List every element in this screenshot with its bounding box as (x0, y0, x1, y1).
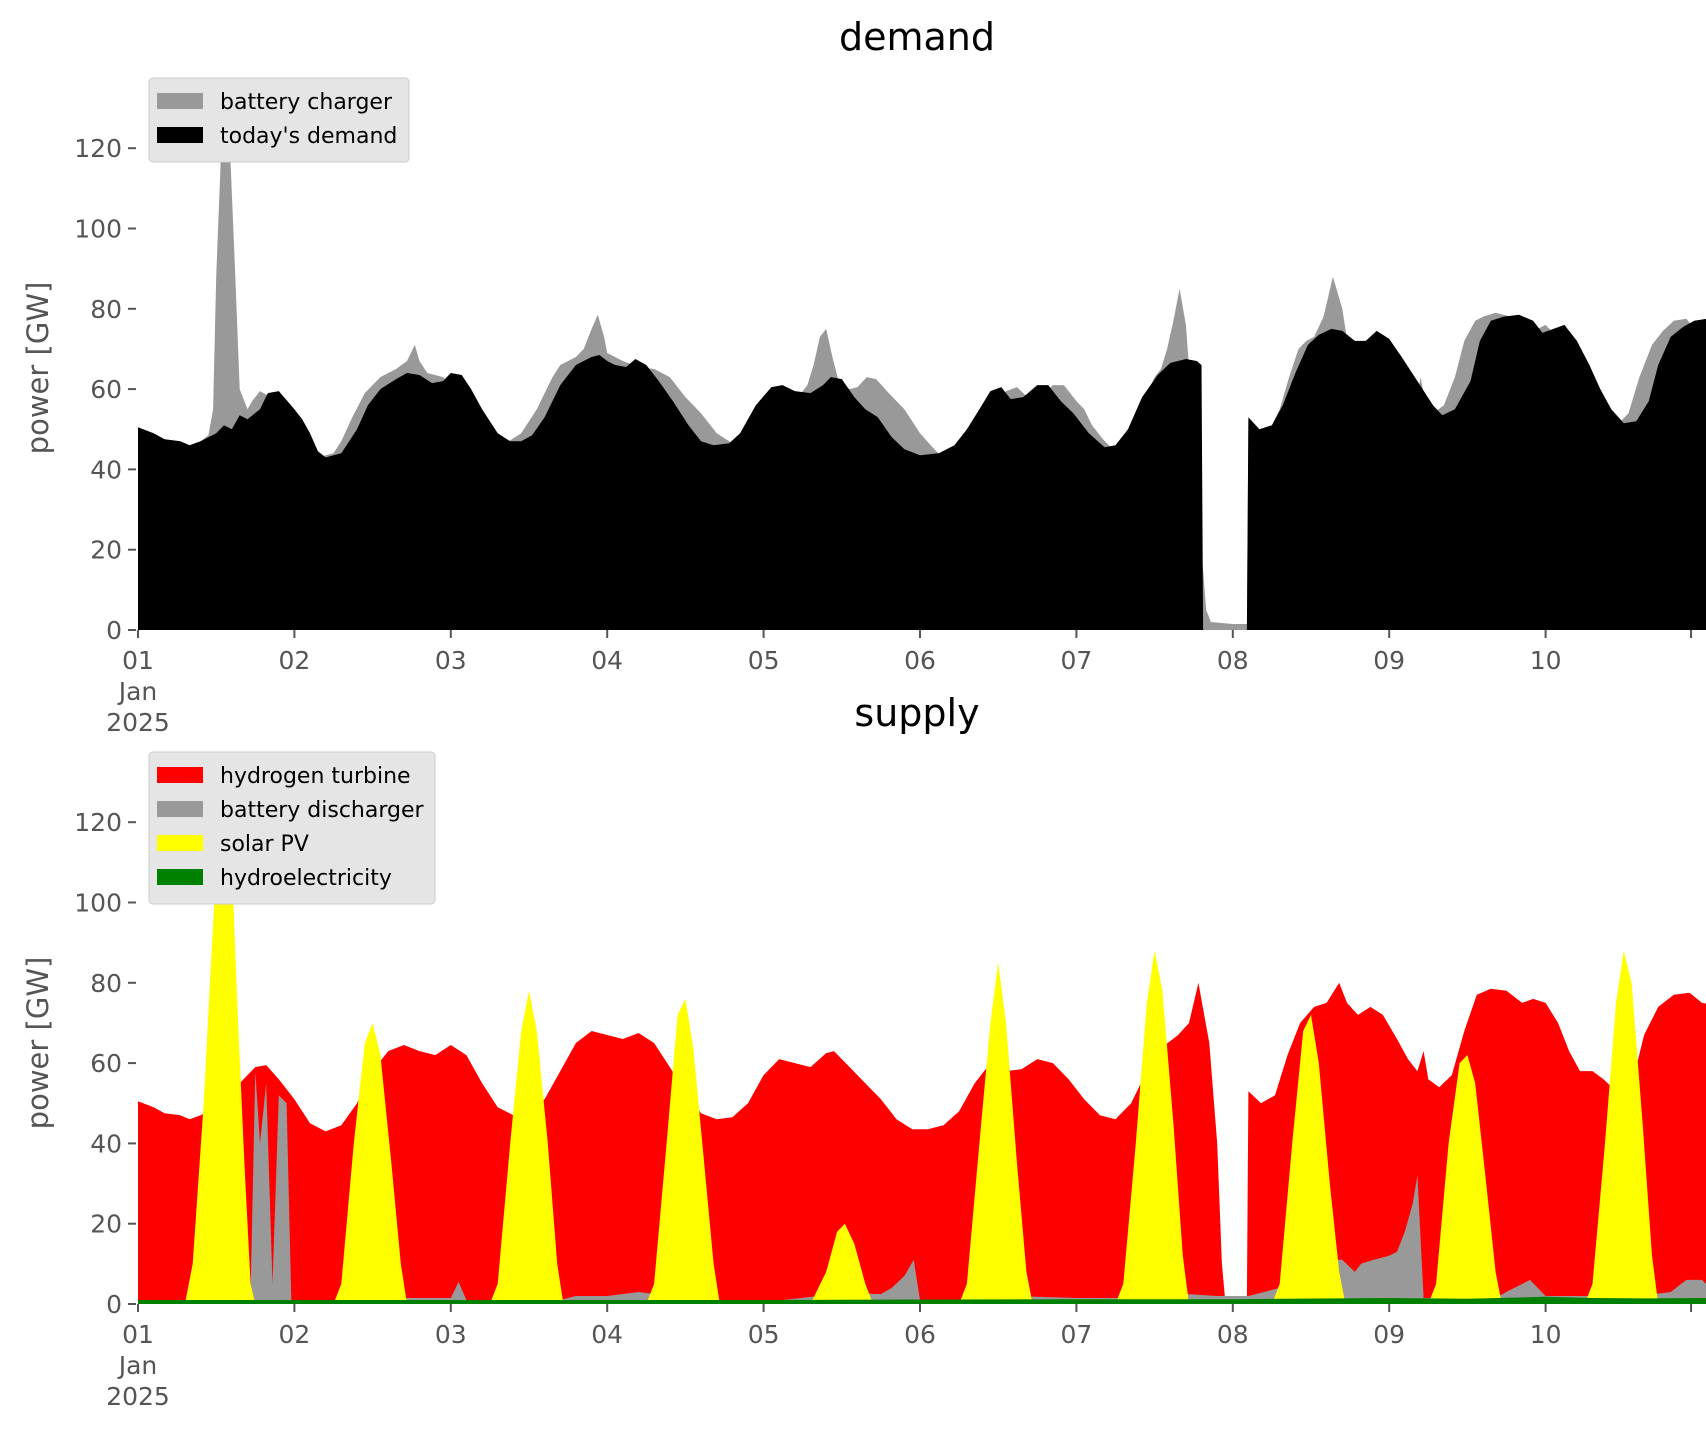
y-tick-label: 100 (74, 215, 122, 244)
legend-box (148, 77, 410, 163)
x-tick-label: 08 (1217, 646, 1249, 675)
legend-swatch (157, 869, 203, 885)
legend-label: battery discharger (220, 798, 425, 823)
y-axis-label: power [GW] (21, 282, 55, 455)
legend-label: today's demand (220, 124, 397, 149)
legend: hydrogen turbine battery discharger solar … (148, 751, 436, 905)
legend-swatch (157, 835, 203, 851)
y-tick-label: 100 (74, 889, 122, 918)
legend-label: hydrogen turbine (220, 764, 411, 789)
x-tick-label: 03 (435, 1320, 467, 1349)
x-tick-sublabel: Jan (117, 1351, 158, 1380)
legend-swatch (157, 801, 203, 817)
plot-area (138, 782, 1706, 1304)
x-tick-label: 03 (435, 646, 467, 675)
y-tick-label: 80 (90, 295, 122, 324)
y-tick-label: 40 (90, 455, 122, 484)
y-tick-label: 120 (74, 808, 122, 837)
x-tick-label: 10 (1530, 646, 1562, 675)
series-area-hydroelectricity (138, 1296, 1706, 1304)
x-tick-sublabel: Jan (117, 677, 158, 706)
x-tick-label: 09 (1373, 1320, 1405, 1349)
legend-label: battery charger (220, 90, 393, 115)
y-tick-label: 60 (90, 375, 122, 404)
x-tick-label: 07 (1060, 1320, 1092, 1349)
x-tick-label: 02 (278, 646, 310, 675)
x-tick-label: 01 (122, 646, 154, 675)
series-area-solar-pv (138, 782, 1706, 1304)
legend-swatch (157, 93, 203, 109)
y-tick-label: 0 (106, 1290, 122, 1319)
axes: 0 20 40 60 80 100 120 01 02 03 04 05 06 07 08 09 10 Jan20… (74, 808, 1693, 1411)
x-tick-sublabel: 2025 (106, 708, 170, 737)
legend-box (148, 751, 436, 905)
y-tick-label: 120 (74, 134, 122, 163)
legend-label: solar PV (220, 832, 309, 857)
x-tick-label: 08 (1217, 1320, 1249, 1349)
x-tick-label: 01 (122, 1320, 154, 1349)
legend-label: hydroelectricity (220, 866, 392, 891)
x-tick-label: 09 (1373, 646, 1405, 675)
x-tick-label: 07 (1060, 646, 1092, 675)
x-tick-label: 10 (1530, 1320, 1562, 1349)
x-tick-label: 05 (748, 646, 780, 675)
legend: battery charger today's demand (148, 77, 410, 163)
y-tick-label: 0 (106, 616, 122, 645)
series-area-today-s-demand (138, 314, 1706, 630)
plot-area (138, 108, 1706, 630)
y-tick-label: 40 (90, 1129, 122, 1158)
x-tick-sublabel: 2025 (106, 1382, 170, 1411)
y-tick-label: 80 (90, 969, 122, 998)
y-axis-label: power [GW] (21, 957, 55, 1130)
x-tick-label: 04 (591, 1320, 623, 1349)
x-tick-label: 06 (904, 1320, 936, 1349)
legend-swatch (157, 767, 203, 783)
y-tick-label: 20 (90, 1210, 122, 1239)
x-tick-label: 02 (278, 1320, 310, 1349)
y-tick-label: 60 (90, 1049, 122, 1078)
x-tick-label: 05 (748, 1320, 780, 1349)
legend-swatch (157, 127, 203, 143)
x-tick-label: 06 (904, 646, 936, 675)
x-tick-label: 04 (591, 646, 623, 675)
y-tick-label: 20 (90, 536, 122, 565)
chart-title: demand (839, 15, 995, 59)
chart-title: supply (854, 691, 979, 735)
axes: 0 20 40 60 80 100 120 01 02 03 04 05 06 07 08 09 10 Jan20… (74, 134, 1693, 737)
